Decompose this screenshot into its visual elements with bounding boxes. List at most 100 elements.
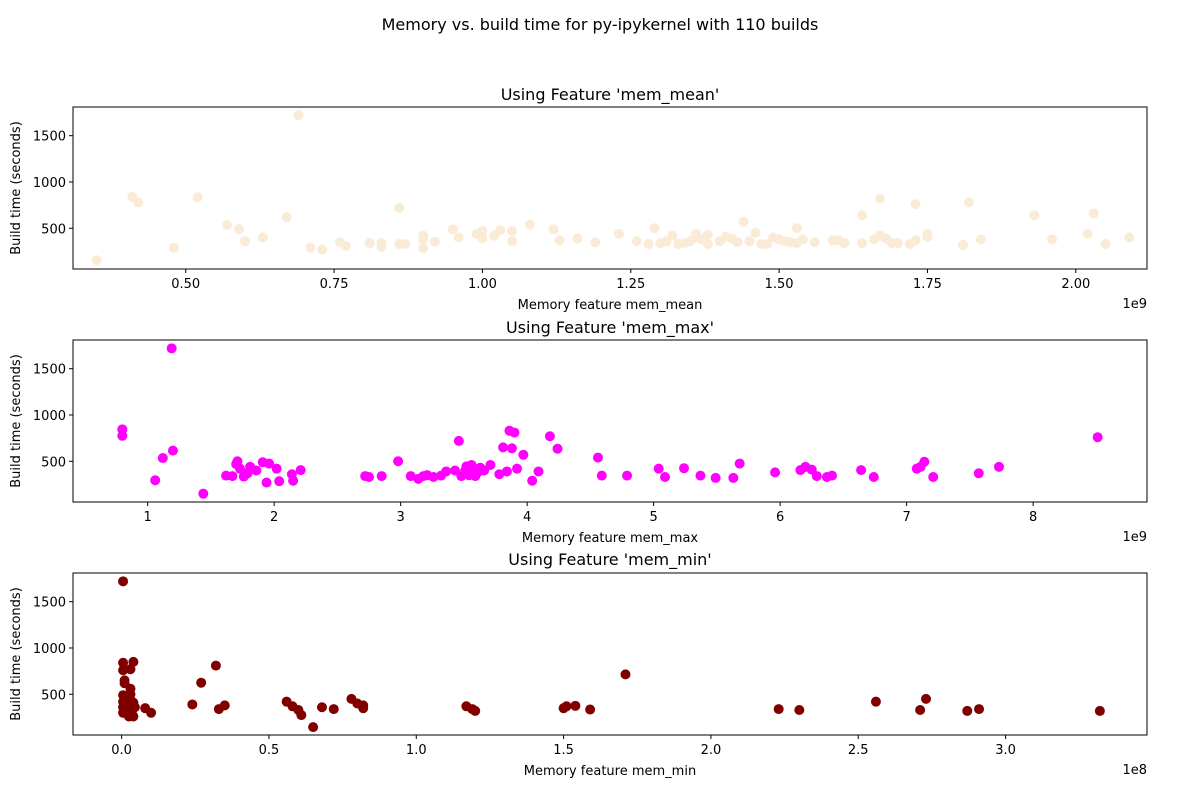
scatter-point	[958, 239, 969, 250]
x-tick-label: 1.5	[553, 743, 574, 758]
scatter-point	[418, 243, 429, 254]
scatter-point	[274, 476, 285, 487]
scatter-point	[316, 702, 327, 713]
scatter-point	[128, 656, 139, 667]
plot-area	[72, 106, 1148, 270]
scatter-point	[734, 458, 745, 469]
scatter-point	[166, 343, 177, 354]
scatter-point	[910, 199, 921, 210]
subplot-title: Using Feature 'mem_mean'	[501, 85, 720, 105]
scatter-point	[146, 707, 157, 718]
scatter-point	[485, 459, 496, 470]
scatter-point	[533, 466, 544, 477]
x-axis-offset-label: 1e8	[1122, 763, 1147, 778]
y-tick-label: 1000	[33, 409, 66, 424]
scatter-point	[118, 665, 129, 676]
scatter-point	[150, 475, 161, 486]
x-axis-label: Memory feature mem_max	[522, 531, 699, 546]
scatter-point	[962, 705, 973, 716]
scatter-point	[196, 677, 207, 688]
scatter-point	[192, 192, 203, 203]
scatter-point	[376, 238, 387, 249]
scatter-point	[710, 472, 721, 483]
x-tick-label: 3.0	[995, 743, 1016, 758]
scatter-point	[305, 242, 316, 253]
scatter-point	[660, 472, 671, 483]
scatter-point	[762, 239, 773, 250]
scatter-point	[868, 472, 879, 483]
scatter-point	[506, 443, 517, 454]
scatter-point	[922, 228, 933, 239]
scatter-point	[554, 235, 565, 246]
scatter-point	[809, 237, 820, 248]
x-tick-label: 2.00	[1061, 277, 1090, 292]
scatter-point	[1047, 234, 1058, 245]
scatter-point	[328, 704, 339, 715]
scatter-point	[975, 234, 986, 245]
axis-ticks: 0.0 0.5 1.0 1.5 2.0 2.5 3.0 500 1000 1500	[33, 596, 1016, 758]
scatter-point	[910, 235, 921, 246]
scatter-point	[167, 445, 178, 456]
scatter-point	[477, 226, 488, 237]
scatter-point	[271, 463, 282, 474]
scatter-point	[117, 430, 128, 441]
scatter-point	[728, 472, 739, 483]
scatter-point	[1094, 705, 1105, 716]
plot-area	[72, 572, 1148, 736]
x-tick-label: 0.75	[320, 277, 349, 292]
scatter-point	[281, 212, 292, 223]
scatter-point	[613, 228, 624, 239]
scatter-point	[507, 226, 518, 237]
axis-ticks: 1 2 3 4 5 6 7 8 500 1000 1500	[33, 363, 1037, 525]
scatter-point	[364, 238, 375, 249]
x-tick-label: 2.0	[701, 743, 722, 758]
scatter-point	[393, 456, 404, 467]
scatter-point	[453, 232, 464, 243]
scatter-point	[428, 472, 439, 483]
scatter-point	[590, 237, 601, 248]
subplot-mem-mean: Using Feature 'mem_mean' 0.50 0.75 1.00 1.2…	[9, 85, 1148, 313]
scatter-point	[915, 705, 926, 716]
y-axis-label: Build time (seconds)	[9, 354, 24, 488]
x-tick-label: 0.5	[259, 743, 280, 758]
scatter-point	[622, 470, 633, 481]
scatter-point	[794, 705, 805, 716]
y-tick-label: 500	[41, 222, 66, 237]
scatter-point	[827, 470, 838, 481]
scatter-point	[770, 467, 781, 478]
scatter-point	[512, 463, 523, 474]
scatter-point	[585, 704, 596, 715]
scatter-point	[620, 669, 631, 680]
scatter-point	[234, 463, 245, 474]
scatter-point	[974, 704, 985, 715]
scatter-point	[261, 477, 272, 488]
scatter-point	[653, 463, 664, 474]
scatter-point	[1100, 239, 1111, 250]
scatter-point	[544, 431, 555, 442]
scatter-point	[129, 702, 140, 713]
scatter-point	[856, 465, 867, 476]
scatter-point	[133, 197, 144, 208]
scatter-point	[210, 660, 221, 671]
x-axis-offset-label: 1e9	[1122, 530, 1147, 545]
scatter-point	[251, 465, 262, 476]
scatter-point	[429, 236, 440, 247]
scatter-point	[118, 576, 129, 587]
scatter-point	[993, 461, 1004, 472]
plot-area	[72, 339, 1148, 503]
scatter-point	[874, 193, 885, 204]
scatter-point	[649, 223, 660, 234]
scatter-point	[750, 227, 761, 238]
scatter-point	[219, 700, 230, 711]
scatter-point	[257, 232, 268, 243]
x-tick-label: 2	[270, 510, 278, 525]
x-axis-label: Memory feature mem_mean	[518, 298, 703, 313]
scatter-point	[973, 468, 984, 479]
x-tick-label: 6	[776, 510, 784, 525]
scatter-point	[376, 471, 387, 482]
scatter-point	[919, 456, 930, 467]
scatter-point	[572, 233, 583, 244]
scatter-point	[495, 225, 506, 236]
scatter-point	[527, 475, 538, 486]
